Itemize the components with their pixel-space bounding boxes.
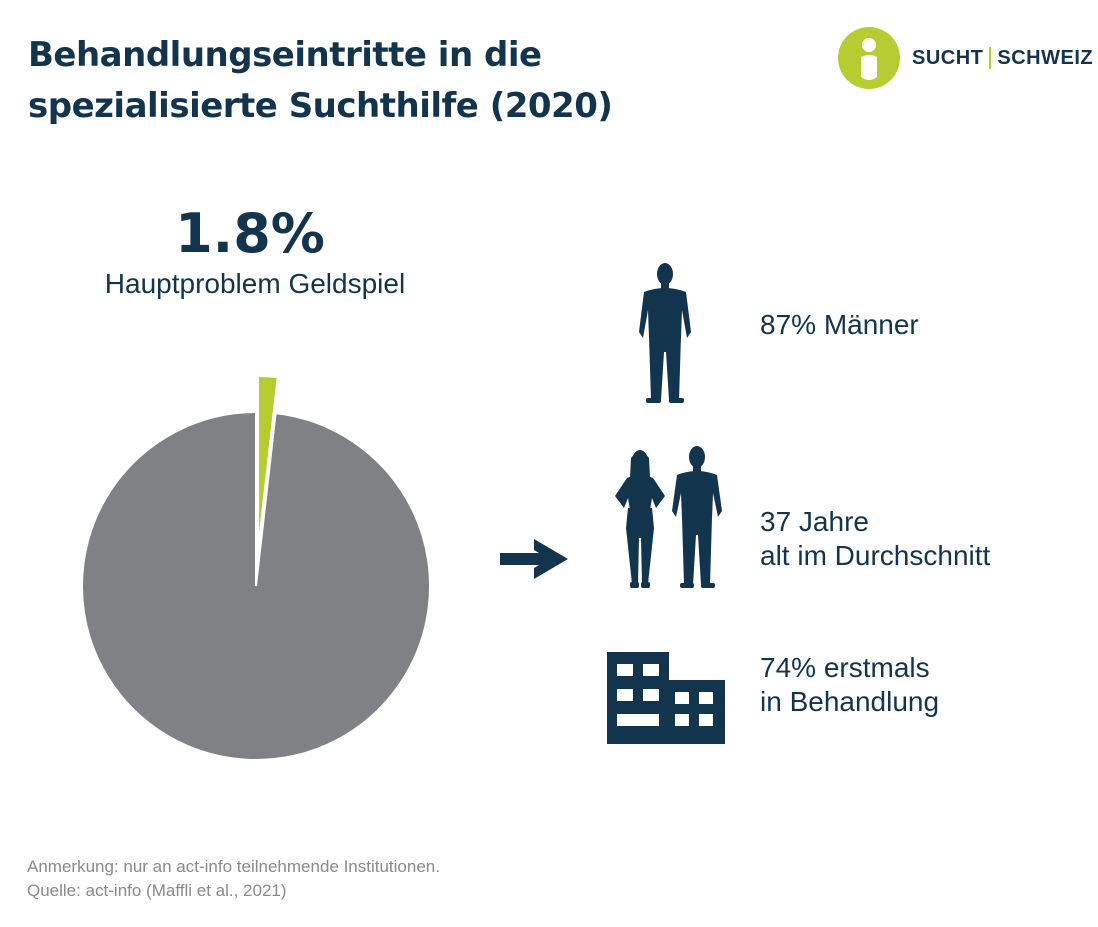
footnote-source: Quelle: act-info (Maffli et al., 2021) bbox=[27, 881, 287, 900]
title-line-2: spezialisierte Suchthilfe (2020) bbox=[28, 86, 613, 126]
stat-men: 87% Männer bbox=[760, 308, 919, 342]
title-line-1: Behandlungseintritte in die bbox=[28, 35, 542, 75]
footnote-note: Anmerkung: nur an act-info teilnehmende … bbox=[27, 857, 440, 876]
arrow-right-icon bbox=[500, 539, 568, 579]
highlight-category-label: Hauptproblem Geldspiel bbox=[104, 268, 406, 299]
footnote: Anmerkung: nur an act-info teilnehmende … bbox=[27, 855, 440, 903]
logo-person-icon bbox=[838, 27, 900, 89]
man-silhouette-small-icon bbox=[672, 446, 722, 588]
couple-silhouette-icon bbox=[615, 450, 665, 588]
pie-slice-highlight bbox=[257, 375, 279, 551]
stat-first-treatment: 74% erstmals in Behandlung bbox=[760, 651, 939, 719]
stat-men-line1: 87% Männer bbox=[760, 309, 919, 340]
logo-word-sucht: SUCHT bbox=[912, 46, 984, 69]
pie-chart bbox=[81, 375, 431, 761]
highlight-value-label: 1.8% bbox=[175, 202, 325, 265]
logo-text: SUCHT SCHWEIZ bbox=[912, 47, 1093, 70]
stat-age-line1: 37 Jahre bbox=[760, 506, 869, 537]
stat-first-line1: 74% erstmals bbox=[760, 652, 930, 683]
pie-slice-rest bbox=[81, 410, 431, 761]
stat-first-line2: in Behandlung bbox=[760, 686, 940, 717]
stat-age-line2: alt im Durchschnitt bbox=[760, 540, 991, 571]
chart-title: Behandlungseintritte in die spezialisier… bbox=[28, 30, 788, 132]
logo-divider bbox=[989, 47, 992, 69]
stat-age: 37 Jahre alt im Durchschnitt bbox=[760, 505, 990, 573]
man-silhouette-icon bbox=[639, 263, 691, 403]
logo-word-schweiz: SCHWEIZ bbox=[997, 46, 1094, 69]
sucht-schweiz-logo: SUCHT SCHWEIZ bbox=[838, 27, 1093, 89]
building-icon bbox=[607, 652, 725, 744]
